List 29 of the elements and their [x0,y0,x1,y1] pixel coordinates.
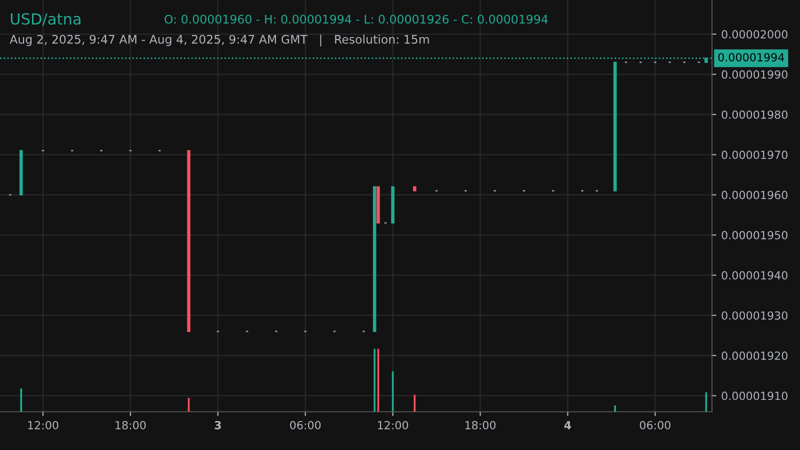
candlestick [187,150,190,332]
x-tick-label: 12:00 [378,420,408,430]
y-tick-label: 0.00001960 [722,190,788,200]
y-tick-label: 0.00002000 [722,30,788,39]
x-tick-label: 18:00 [465,420,496,430]
candlestick [372,186,376,332]
y-tick-label: 0.00001920 [722,351,788,360]
annotation: O: 0.00001960 - H: 0.00001994 - L: 0.00001926 - C: 0.00001994 [164,14,548,24]
y-tick-label: 0.00001950 [722,230,788,240]
candlestick [413,186,416,192]
text: USD/atna [10,13,80,26]
y-tick-label: 0.00001990 [722,70,788,79]
candlestick [613,62,617,192]
y-tick-label: 0.00001940 [722,271,788,280]
y-tick-label: 0.00001930 [722,311,788,320]
y-tick-label: 0.00001970 [722,150,788,160]
candlestick [19,150,23,196]
candlestick [376,186,380,224]
text: Aug 2, 2025, 9:47 AM - Aug 4, 2025, 9:47 AM GMT | Resolution: 15m [10,34,429,46]
candlestick [391,186,394,224]
x-tick-label: 18:00 [116,420,146,430]
y-tick-label: 0.00001910 [722,392,788,400]
y-tick-label: 0.00001980 [722,110,788,119]
x-tick-label: 06:00 [640,420,670,430]
x-tick-label: 4 [564,421,572,430]
x-tick-label: 12:00 [28,420,58,430]
ref-line-label: 0.00001994 [718,53,784,62]
x-tick-label: 3 [214,420,221,430]
x-tick-label: 06:00 [290,420,321,430]
